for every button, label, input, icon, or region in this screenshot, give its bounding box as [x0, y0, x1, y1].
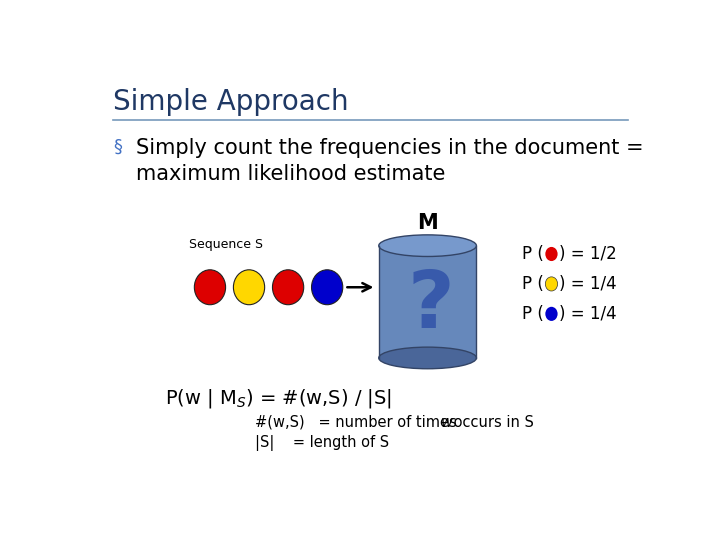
Ellipse shape [272, 270, 304, 305]
Text: ?: ? [407, 267, 454, 345]
FancyBboxPatch shape [379, 246, 477, 358]
Ellipse shape [194, 270, 225, 305]
Text: P (: P ( [523, 245, 544, 263]
Text: w: w [441, 415, 453, 430]
Text: M: M [417, 213, 438, 233]
Ellipse shape [312, 270, 343, 305]
Ellipse shape [379, 347, 477, 369]
Ellipse shape [545, 307, 557, 321]
Text: #(w,S)   = number of times: #(w,S) = number of times [255, 415, 461, 430]
Text: §: § [114, 138, 122, 156]
Text: ) = 1/2: ) = 1/2 [559, 245, 616, 263]
Text: occurs in S: occurs in S [449, 415, 534, 430]
Ellipse shape [233, 270, 265, 305]
Text: Simply count the frequencies in the document =: Simply count the frequencies in the docu… [136, 138, 644, 158]
Ellipse shape [545, 247, 557, 261]
Text: Simple Approach: Simple Approach [114, 87, 349, 116]
Text: P(w | M$_S$) = #(w,S) / |S|: P(w | M$_S$) = #(w,S) / |S| [166, 387, 392, 410]
Text: Sequence S: Sequence S [189, 238, 264, 251]
Text: P (: P ( [523, 275, 544, 293]
Text: ) = 1/4: ) = 1/4 [559, 305, 616, 323]
Text: P (: P ( [523, 305, 544, 323]
Text: maximum likelihood estimate: maximum likelihood estimate [136, 164, 445, 184]
Text: |S|    = length of S: |S| = length of S [255, 435, 389, 451]
Ellipse shape [379, 235, 477, 256]
Ellipse shape [545, 277, 557, 291]
Text: ) = 1/4: ) = 1/4 [559, 275, 616, 293]
